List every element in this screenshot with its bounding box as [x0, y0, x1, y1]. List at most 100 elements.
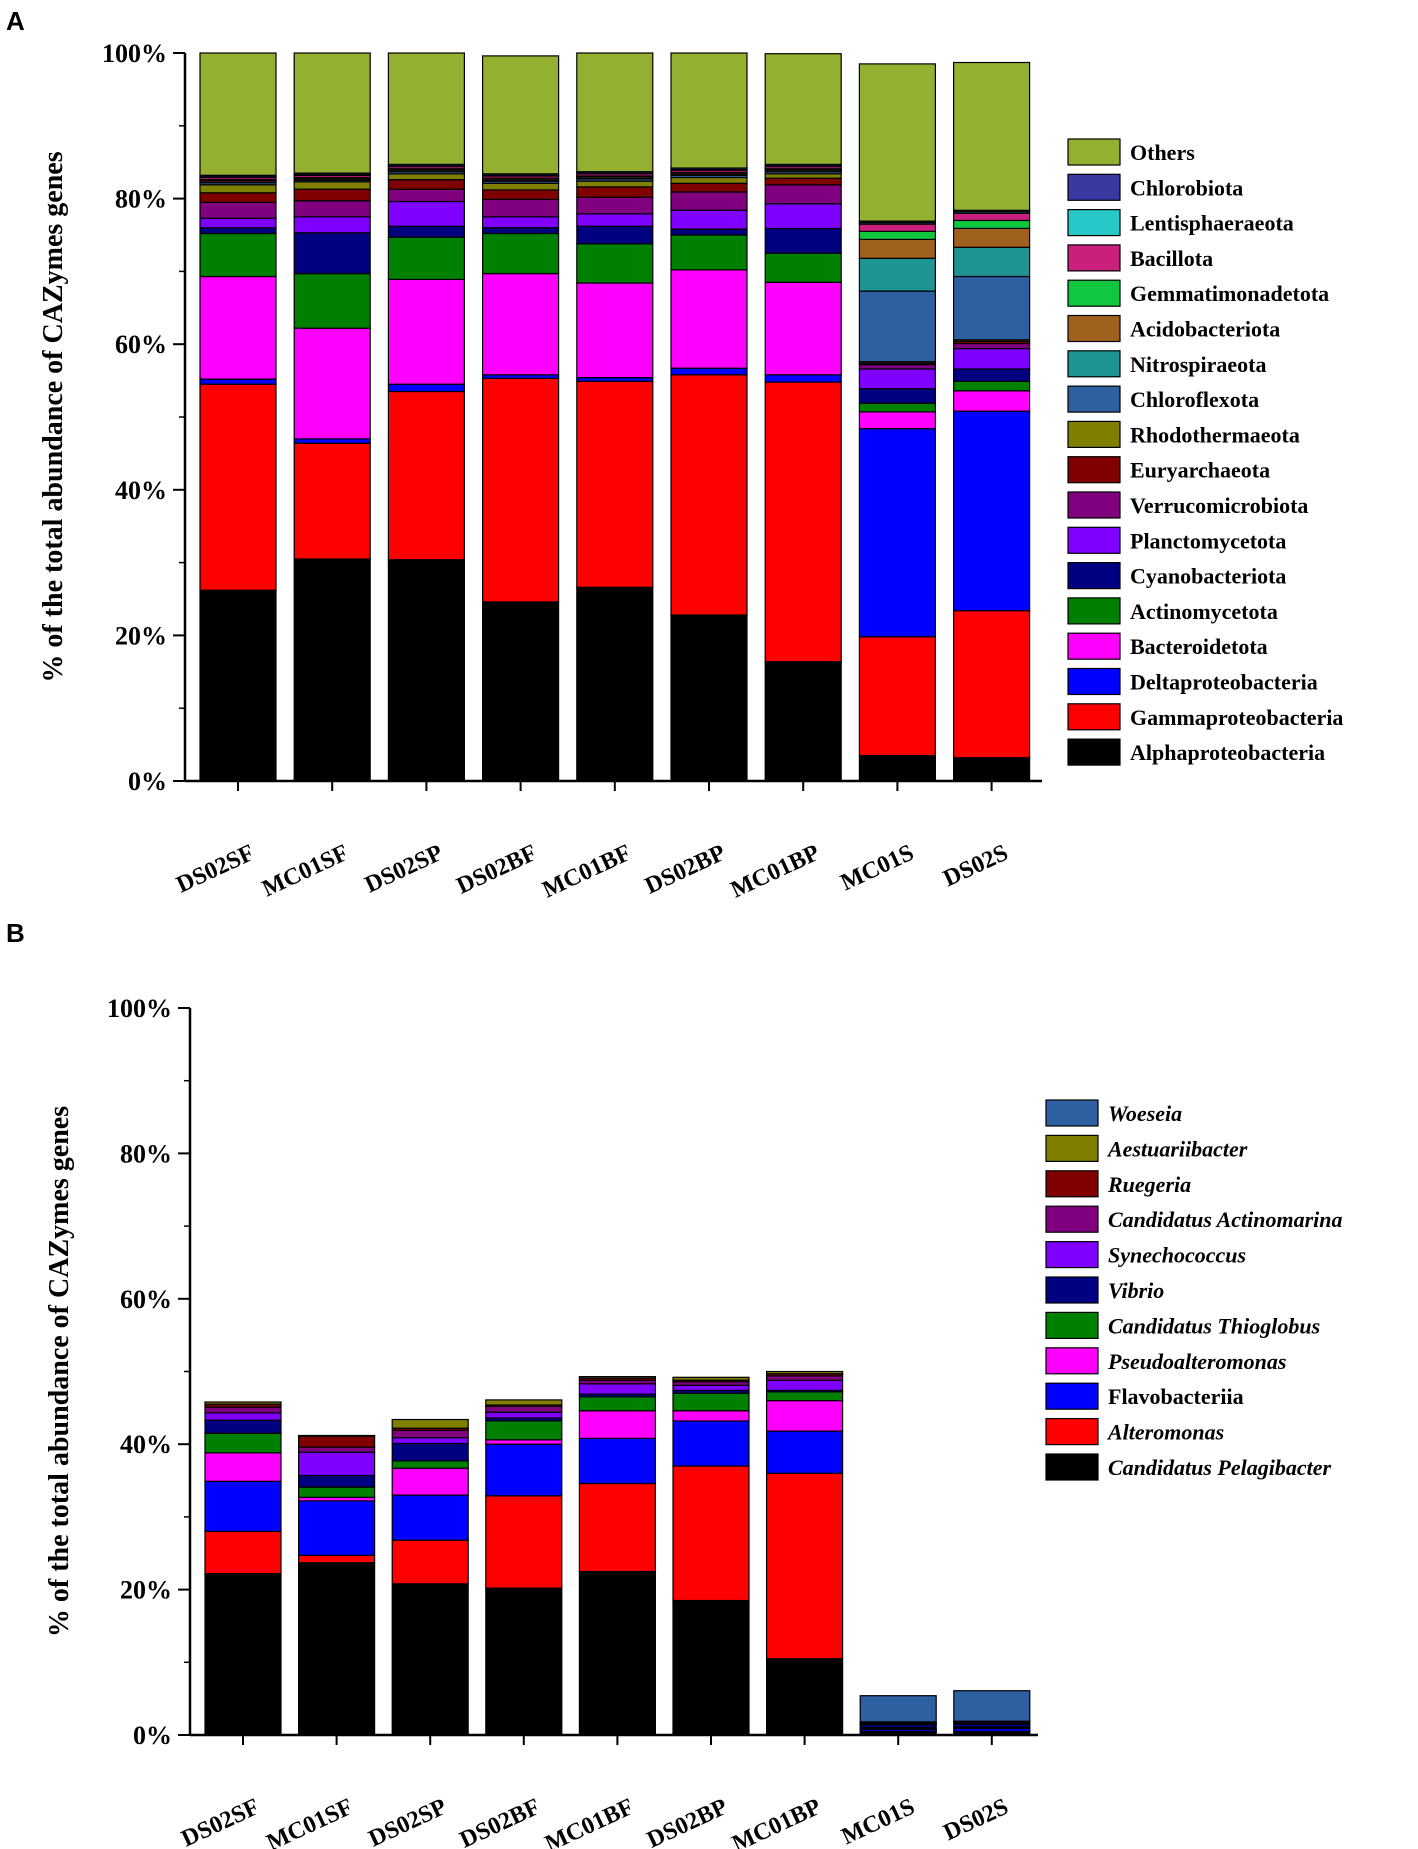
bar-a-mc01s-others: [858, 63, 937, 222]
bar-a-ds02bf-bacteroidetota: [482, 273, 560, 376]
bar-a-ds02bf-rhodothermaeota: [482, 182, 560, 191]
bar-b-mc01bp-candidatus-actinomarina: [765, 1375, 844, 1381]
bar-a-ds02bp-gammaproteobacteria: [670, 374, 748, 616]
bar-b-ds02bp-candidatus-thioglobus: [672, 1392, 750, 1412]
bar-b-ds02bf-candidatus-pelagibacter: [485, 1587, 563, 1736]
legend-swatch-rhodothermaeota: [1067, 420, 1121, 448]
bar-b-mc01bf-pseudoalteromonas: [578, 1410, 657, 1440]
x-tick-label-ds02bp: DS02BP: [643, 1794, 731, 1849]
legend-swatch-ruegeria: [1045, 1170, 1099, 1198]
bar-a-ds02sp-bacteroidetota: [387, 278, 465, 385]
bar-a-ds02sp-deltaproteobacteria: [387, 383, 465, 393]
bar-a-ds02s-bacillota: [952, 212, 1031, 222]
bar-b-ds02bf-flavobacteriia: [485, 1443, 563, 1497]
bar-a-ds02sf-deltaproteobacteria: [199, 378, 277, 385]
bar-a-mc01bf-rhodothermaeota: [576, 180, 654, 188]
bar-a-mc01bp-actinomycetota: [764, 252, 842, 283]
bar-a-ds02s-others: [952, 61, 1031, 211]
bar-a-mc01s-gammaproteobacteria: [858, 636, 937, 757]
bar-a-ds02sf-gammaproteobacteria: [199, 383, 277, 591]
bar-a-ds02bf-planctomycetota: [482, 216, 560, 229]
bar-b-mc01s-woeseia: [859, 1695, 937, 1723]
bar-b-mc01sf-candidatus-pelagibacter: [298, 1562, 376, 1736]
bar-b-ds02bf-candidatus-thioglobus: [485, 1420, 563, 1441]
legend: Woeseia Aestuariibacter Ruegeria Candidatus…: [1045, 1099, 1343, 1481]
bar-a-ds02bp-deltaproteobacteria: [670, 367, 748, 376]
bar-a-ds02sf-verrucomicrobiota: [199, 201, 277, 219]
bar-a-ds02bp-planctomycetota: [670, 209, 748, 230]
bar-a-mc01s-alphaproteobacteria: [858, 754, 937, 782]
bar-a-mc01s-verrucomicrobiota: [858, 364, 937, 370]
y-tick-label: 40%: [115, 476, 167, 505]
x-tick-label-ds02s: DS02S: [940, 1794, 1013, 1846]
x-tick-label-mc01sf: MC01SF: [258, 840, 352, 902]
bar-a-mc01bp-cyanobacteriota: [764, 227, 842, 254]
bar-a-ds02sp-alphaproteobacteria: [387, 559, 465, 782]
bar-a-ds02bp-euryarchaeota: [670, 182, 748, 193]
bar-b-ds02sp-pseudoalteromonas: [391, 1467, 469, 1496]
legend-label-verrucomicrobiota: Verrucomicrobiota: [1130, 493, 1308, 518]
legend-label-gemmatimonadetota: Gemmatimonadetota: [1130, 281, 1329, 306]
bar-b-ds02bp-pseudoalteromonas: [672, 1410, 750, 1422]
bar-a-ds02sp-rhodothermaeota: [387, 173, 465, 181]
bar-b-ds02bp-synechococcus: [672, 1384, 750, 1392]
bar-b-mc01sf-candidatus-actinomarina: [298, 1446, 376, 1453]
bar-a-ds02sp-planctomycetota: [387, 200, 465, 227]
bar-a-ds02bf-euryarchaeota: [482, 189, 560, 200]
bar-b-mc01sf-candidatus-thioglobus: [298, 1486, 376, 1498]
legend-swatch-verrucomicrobiota: [1067, 491, 1121, 519]
legend-label-aestuariibacter: Aestuariibacter: [1106, 1136, 1248, 1161]
legend-label-woeseia: Woeseia: [1108, 1101, 1182, 1126]
legend-swatch-others: [1067, 138, 1121, 166]
bar-b-ds02sp-aestuariibacter: [391, 1418, 469, 1429]
x-tick-label-ds02bp: DS02BP: [641, 840, 729, 900]
bar-a-ds02sp-others: [387, 52, 465, 166]
y-tick-label: 20%: [120, 1576, 172, 1605]
legend-label-candidatus-thioglobus: Candidatus Thioglobus: [1108, 1313, 1320, 1338]
legend-swatch-woeseia: [1045, 1099, 1099, 1127]
legend-label-candidatus-actinomarina: Candidatus Actinomarina: [1108, 1207, 1343, 1232]
bar-a-mc01bf-gammaproteobacteria: [576, 380, 654, 588]
bar-a-mc01s-cyanobacteriota: [858, 388, 937, 404]
bar-b-ds02sf-aestuariibacter: [204, 1401, 282, 1405]
bar-a-ds02s-alphaproteobacteria: [952, 757, 1031, 782]
bar-b-ds02bf-aestuariibacter: [485, 1399, 563, 1406]
bar-b-ds02bp-aestuariibacter: [672, 1376, 750, 1381]
bar-a-mc01s-chloroflexota: [858, 290, 937, 363]
y-tick-label: 60%: [120, 1285, 172, 1314]
bar-a-mc01bf-cyanobacteriota: [576, 225, 654, 245]
bar-a-mc01sf-cyanobacteriota: [293, 232, 371, 275]
panel-label-a: A: [6, 6, 25, 36]
bar-a-ds02s-gemmatimonadetota: [952, 219, 1031, 229]
bar-a-mc01sf-alphaproteobacteria: [293, 558, 371, 782]
bar-b-mc01bp-synechococcus: [765, 1379, 844, 1391]
bar-a-ds02sf-euryarchaeota: [199, 192, 277, 203]
bar-a-ds02bf-verrucomicrobiota: [482, 198, 560, 218]
bar-a-ds02bf-others: [482, 55, 560, 175]
bar-b-ds02sf-synechococcus: [204, 1412, 282, 1421]
legend-label-bacteroidetota: Bacteroidetota: [1130, 634, 1268, 659]
bar-a-ds02s-bacteroidetota: [952, 390, 1031, 412]
legend-swatch-bacillota: [1067, 244, 1121, 272]
bar-b-ds02sf-candidatus-thioglobus: [204, 1432, 282, 1454]
legend-swatch-vibrio: [1045, 1276, 1099, 1304]
bar-a-ds02s-acidobacteriota: [952, 227, 1031, 248]
bar-b-ds02sf-flavobacteriia: [204, 1480, 282, 1533]
bar-a-mc01bf-alphaproteobacteria: [576, 586, 654, 782]
bar-b-mc01bf-candidatus-pelagibacter: [578, 1570, 657, 1736]
y-tick-label: 40%: [120, 1430, 172, 1459]
bar-a-ds02sp-gammaproteobacteria: [387, 390, 465, 561]
bar-a-mc01bf-planctomycetota: [576, 213, 654, 227]
x-tick-label-mc01s: MC01S: [837, 840, 918, 896]
y-tick-label: 80%: [120, 1139, 172, 1168]
bar-a-ds02s-gammaproteobacteria: [952, 609, 1031, 759]
legend-swatch-candidatus-pelagibacter: [1045, 1453, 1099, 1481]
bar-a-ds02bp-alphaproteobacteria: [670, 614, 748, 782]
x-tick-label-ds02sp: DS02SP: [365, 1794, 451, 1849]
bar-a-mc01s-bacillota: [858, 223, 937, 233]
bar-a-ds02bf-cyanobacteriota: [482, 227, 560, 235]
bar-b-ds02bp-candidatus-pelagibacter: [672, 1599, 750, 1736]
legend-swatch-gemmatimonadetota: [1067, 279, 1121, 307]
bar-a-mc01bf-bacteroidetota: [576, 282, 654, 379]
